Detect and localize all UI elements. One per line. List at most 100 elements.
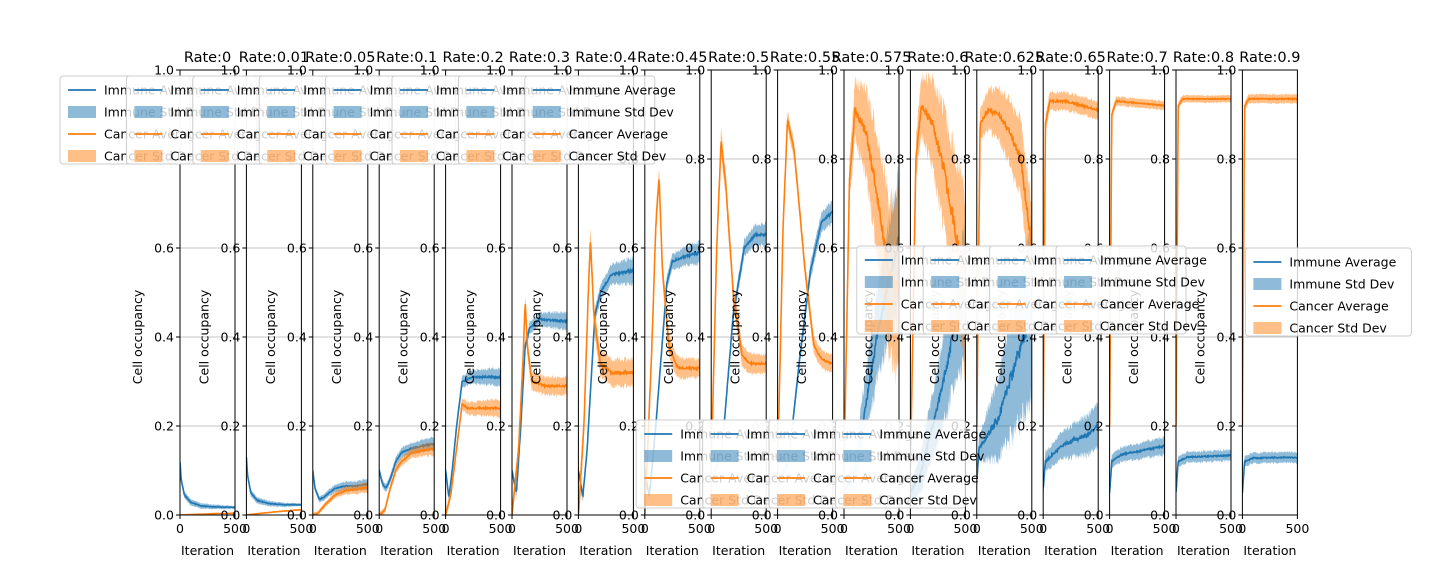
x-tick-label: 500 <box>289 521 313 536</box>
y-axis-label: Cell occupancy <box>528 289 543 384</box>
immune-average-line <box>578 267 634 498</box>
y-tick-label: 0.2 <box>1217 419 1237 434</box>
legend-patch-swatch <box>466 150 495 162</box>
x-axis-label: Iteration <box>380 543 433 558</box>
y-tick-label: 0.2 <box>486 419 506 434</box>
legend-box <box>524 75 656 165</box>
immune-average-line <box>180 461 235 509</box>
y-tick-label: 0.2 <box>1084 419 1104 434</box>
x-tick-label: 0 <box>906 521 914 536</box>
y-tick-label: 0.2 <box>287 419 307 434</box>
x-tick-label: 500 <box>422 521 446 536</box>
y-axis-label: Cell occupancy <box>728 289 743 384</box>
legend-patch-swatch <box>532 106 561 118</box>
cancer-average-line <box>777 118 833 470</box>
legend-patch-swatch <box>931 320 960 332</box>
y-tick-label: 1.0 <box>818 63 838 78</box>
plot-area <box>246 453 302 515</box>
x-tick-label: 500 <box>1153 521 1177 536</box>
legend-label: Immune Std Dev <box>1289 277 1395 292</box>
cancer-average-line <box>512 304 567 515</box>
y-tick-label: 0.8 <box>752 152 772 167</box>
cancer-average-line <box>1109 99 1165 427</box>
x-axis-label: Iteration <box>1111 543 1164 558</box>
legend-patch-swatch <box>1253 322 1282 334</box>
legend-label: Immune Average <box>1289 255 1396 270</box>
legend-label: Immune Average <box>1100 253 1207 268</box>
y-tick-label: 0.4 <box>1217 330 1237 345</box>
immune-std-band <box>1043 401 1099 498</box>
y-tick-label: 0.0 <box>287 508 307 523</box>
immune-std-band <box>246 453 302 508</box>
x-tick-label: 0 <box>442 521 450 536</box>
plot-area <box>1109 96 1165 499</box>
cancer-average-line <box>711 141 767 470</box>
legend-label: Cancer Std Dev <box>569 149 667 164</box>
subplot-title: Rate:0.3 <box>509 50 570 66</box>
y-tick-label: 0.2 <box>553 419 573 434</box>
plot-area <box>1176 94 1231 497</box>
legend-label: Cancer Average <box>1100 297 1200 312</box>
x-tick-label: 0 <box>242 521 250 536</box>
legend-label: Cancer Std Dev <box>1289 321 1387 336</box>
y-tick-label: 1.0 <box>1017 63 1037 78</box>
immune-std-band <box>976 212 1032 487</box>
x-axis-label: Iteration <box>646 543 699 558</box>
y-tick-label: 1.0 <box>154 63 174 78</box>
y-tick-label: 1.0 <box>420 63 440 78</box>
legend-label: Immune Average <box>569 83 676 98</box>
plot-area <box>379 436 435 515</box>
x-tick-label: 0 <box>1106 521 1114 536</box>
y-tick-label: 0.0 <box>619 508 639 523</box>
legend-patch-swatch <box>134 150 163 162</box>
x-tick-label: 0 <box>707 521 715 536</box>
subplot-title: Rate:0.575 <box>832 50 912 66</box>
y-tick-label: 0.4 <box>486 330 506 345</box>
legend-patch-swatch <box>466 106 495 118</box>
legend-patch-swatch <box>68 150 96 162</box>
y-tick-label: 0.8 <box>685 152 705 167</box>
immune-average-line <box>1109 444 1165 493</box>
y-tick-label: 0.6 <box>287 241 307 256</box>
legend-rate-11: Immune Average Immune Std Dev Cancer Avera… <box>834 419 987 509</box>
legend-patch-swatch <box>200 150 229 162</box>
legend-box <box>1055 245 1187 335</box>
cancer-std-band <box>976 84 1032 442</box>
plot-area <box>512 296 567 515</box>
y-axis-label: Cell occupancy <box>595 289 610 384</box>
y-tick-label: 1.0 <box>287 63 307 78</box>
x-axis-label: Iteration <box>1177 543 1230 558</box>
y-tick-label: 0.8 <box>1017 152 1037 167</box>
x-tick-label: 0 <box>641 521 649 536</box>
immune-std-band <box>180 458 235 510</box>
legend-patch-swatch <box>931 276 960 288</box>
y-tick-label: 0.4 <box>221 330 241 345</box>
y-tick-label: 0.0 <box>752 508 772 523</box>
y-tick-label: 1.0 <box>221 63 241 78</box>
x-tick-label: 500 <box>887 521 911 536</box>
x-tick-label: 500 <box>953 521 977 536</box>
legend-patch-swatch <box>1253 278 1282 290</box>
axes-frame <box>312 69 369 516</box>
x-tick-label: 500 <box>489 521 513 536</box>
y-tick-label: 1.0 <box>685 63 705 78</box>
y-tick-label: 0.0 <box>1150 508 1170 523</box>
y-tick-label: 0.0 <box>353 508 373 523</box>
x-axis-label: Iteration <box>447 543 500 558</box>
subplot-title: Rate:0.55 <box>770 50 840 66</box>
cancer-average-line <box>1043 97 1099 426</box>
legend-patch-swatch <box>1064 320 1092 332</box>
x-tick-label: 0 <box>973 521 981 536</box>
legend-label: Immune Average <box>879 427 986 442</box>
legend-label: Immune Std Dev <box>1100 275 1206 290</box>
y-tick-label: 0.8 <box>1150 152 1170 167</box>
x-axis-label: Iteration <box>978 543 1031 558</box>
y-axis-label: Cell occupancy <box>462 289 477 384</box>
cancer-average-line <box>578 242 634 514</box>
y-tick-label: 0.0 <box>818 508 838 523</box>
plot-area <box>578 228 634 515</box>
plot-area <box>312 468 368 515</box>
x-tick-label: 500 <box>754 521 778 536</box>
